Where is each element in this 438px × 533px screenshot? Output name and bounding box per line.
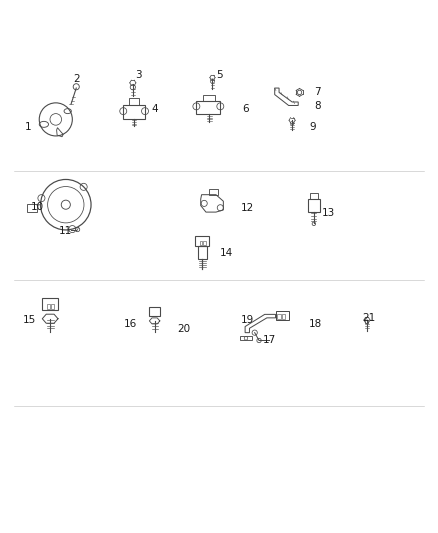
Bar [51,304,54,309]
Text: 18: 18 [309,319,322,329]
Bar [200,241,202,245]
Text: 8: 8 [314,101,321,111]
Text: 6: 6 [242,104,248,114]
Bar [310,193,318,199]
Text: 15: 15 [23,314,36,325]
Bar [27,204,37,212]
Text: 20: 20 [178,324,191,334]
Bar [203,241,206,245]
Text: 4: 4 [151,104,158,114]
Text: 21: 21 [362,313,375,323]
Text: 14: 14 [220,248,233,259]
Bar [47,304,50,309]
Text: 5: 5 [216,70,223,80]
Bar [282,314,285,319]
Bar [277,314,281,319]
Bar [42,298,58,310]
Text: 7: 7 [314,87,321,98]
Text: 12: 12 [241,203,254,213]
Text: 10: 10 [31,203,44,212]
Bar [129,98,139,104]
Bar [149,307,160,316]
Text: 19: 19 [241,314,254,325]
Text: 11: 11 [59,226,72,236]
Text: 13: 13 [322,208,336,219]
Bar [276,311,289,320]
Bar [198,246,207,259]
Bar [123,104,145,118]
Text: 16: 16 [124,319,137,329]
Text: 9: 9 [310,122,316,132]
Bar [196,101,220,114]
Text: 17: 17 [263,335,276,345]
Bar [208,189,218,195]
Bar [308,199,320,212]
Bar [203,95,215,101]
Text: 1: 1 [25,122,32,132]
Bar [195,237,209,246]
Text: 3: 3 [136,70,142,80]
Bar [240,336,252,341]
Text: 2: 2 [73,75,80,84]
